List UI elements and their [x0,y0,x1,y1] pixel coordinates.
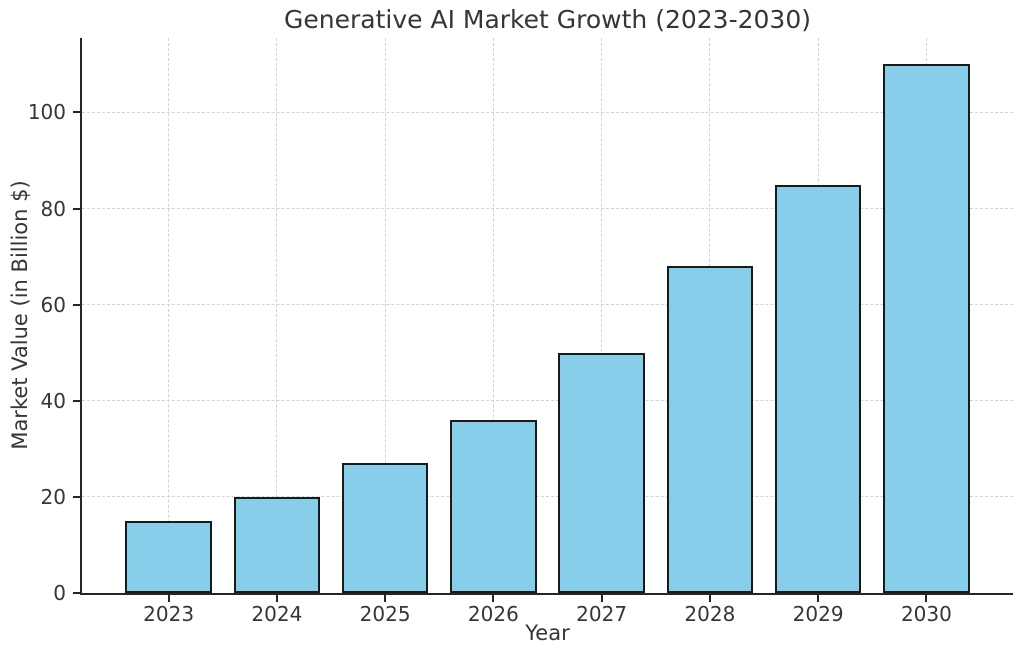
x-gridline-2027 [601,38,603,593]
y-tick-mark-40 [73,399,80,402]
bar-2029 [774,184,862,593]
x-tick-mark-2024 [275,595,278,602]
x-tick-mark-2026 [492,595,495,602]
y-gridline-100 [82,111,1013,113]
x-tick-label-2025: 2025 [359,602,411,626]
y-gridline-60 [82,304,1013,306]
x-gridline-2024 [276,38,278,593]
y-axis-spine [80,38,82,595]
x-tick-mark-2028 [708,595,711,602]
y-tick-label-20: 20 [40,484,66,509]
bar-2024 [233,496,321,593]
bar-2028 [666,266,754,593]
y-tick-label-40: 40 [40,388,66,413]
x-tick-label-2029: 2029 [792,602,844,626]
x-tick-mark-2030 [925,595,928,602]
bar-2023 [125,520,212,593]
x-tick-label-2027: 2027 [576,602,628,626]
y-tick-mark-0 [73,592,80,594]
y-tick-label-80: 80 [40,196,66,221]
x-tick-mark-2029 [817,595,820,602]
x-tick-label-2028: 2028 [684,602,736,626]
x-tick-label-2030: 2030 [900,602,952,626]
x-tick-mark-2025 [384,595,387,602]
bar-2027 [558,352,645,593]
x-gridline-2025 [384,38,386,593]
chart-title: Generative AI Market Growth (2023-2030) [284,5,811,34]
y-tick-mark-20 [73,495,80,498]
y-tick-mark-60 [73,303,80,306]
y-tick-label-100: 100 [27,100,66,125]
x-gridline-2023 [168,38,170,593]
bar-2030 [883,64,970,593]
x-tick-label-2023: 2023 [143,602,195,626]
y-gridline-80 [82,208,1013,210]
x-tick-label-2024: 2024 [251,602,303,626]
y-tick-mark-100 [73,111,80,114]
x-axis-label: Year [525,621,570,645]
x-tick-mark-2027 [600,595,603,602]
y-tick-label-0: 0 [53,581,66,605]
plot-area: 0 20 40 60 80 100 2023 2024 2025 2026 2027 2028 2029… [28,38,1013,626]
x-tick-label-2026: 2026 [467,602,519,626]
x-gridline-2026 [492,38,494,593]
x-axis-spine [80,593,1013,595]
y-tick-mark-80 [73,207,80,210]
y-gridline-40 [82,400,1013,402]
bar-2026 [450,420,537,593]
y-tick-label-60: 60 [40,292,66,317]
x-tick-mark-2023 [167,595,170,602]
bar-2025 [341,463,429,593]
y-gridline-20 [82,496,1013,498]
